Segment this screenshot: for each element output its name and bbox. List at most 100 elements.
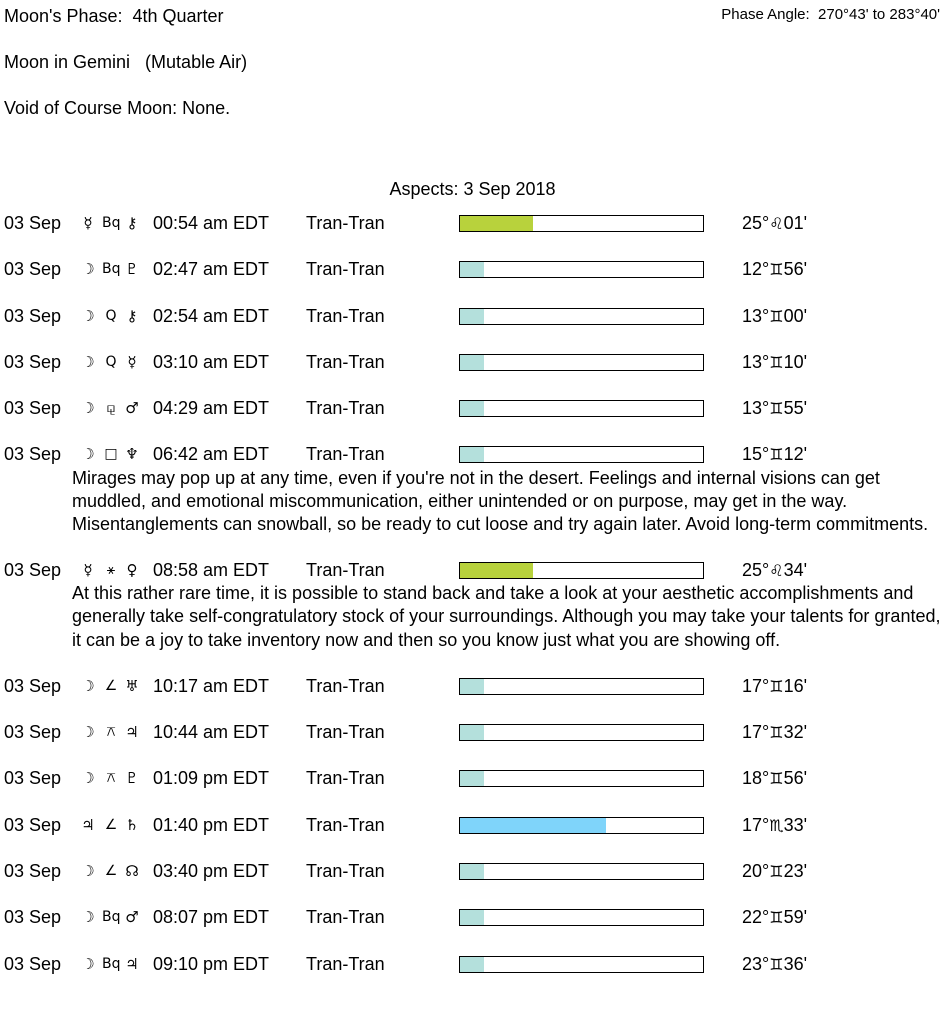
aspect-position: 25°♌01' bbox=[742, 212, 807, 235]
position-minute: 00' bbox=[783, 305, 808, 326]
aspect-type: Tran-Tran bbox=[306, 814, 385, 835]
strength-bar-fill bbox=[460, 678, 485, 694]
position-minute: 36' bbox=[783, 953, 808, 974]
position-minute: 32' bbox=[783, 722, 808, 743]
aspect-date: 03 Sep bbox=[4, 398, 62, 419]
aspect-position: 22°♊59' bbox=[742, 906, 807, 929]
aspect-row: 03 Sep ☽ ⚻ ♃ 10:44 am EDT Tran-Tran 17°♊32' bbox=[0, 721, 950, 744]
aspect-row: 03 Sep ☽ Q ☿ 03:10 am EDT Tran-Tran 13°♊10' bbox=[0, 351, 950, 374]
strength-bar bbox=[459, 677, 704, 695]
planet-glyph-icon: ☊ bbox=[125, 862, 139, 881]
row-spacer bbox=[0, 883, 950, 906]
strength-bar-fill bbox=[460, 725, 485, 741]
planet-glyph-icon: ☽ bbox=[81, 908, 95, 927]
position-minute: 01' bbox=[783, 213, 808, 233]
aspect-position: 12°♊56' bbox=[742, 258, 807, 281]
aspect-date: 03 Sep bbox=[4, 907, 62, 928]
phase-angle: Phase Angle: 270°43' to 283°40' bbox=[721, 6, 940, 23]
zodiac-sign-icon: ♊ bbox=[769, 445, 784, 465]
position-minute: 23' bbox=[783, 861, 808, 882]
aspect-time: 02:47 am EDT bbox=[153, 259, 270, 280]
aspect-date: 03 Sep bbox=[4, 675, 62, 696]
zodiac-sign-icon: ♊ bbox=[769, 260, 784, 280]
aspect-time: 03:40 pm EDT bbox=[153, 861, 270, 882]
aspect-time: 08:07 pm EDT bbox=[153, 907, 270, 928]
aspect-date: 03 Sep bbox=[4, 861, 62, 882]
planet-glyph-icon: ☽ bbox=[81, 723, 95, 742]
position-minute: 10' bbox=[783, 351, 808, 372]
position-minute: 16' bbox=[783, 675, 808, 696]
aspect-date: 03 Sep bbox=[4, 814, 62, 835]
planet-glyph-icon: ♀ bbox=[126, 561, 138, 580]
aspect-position: 23°♊36' bbox=[742, 953, 807, 976]
aspect-time: 03:10 am EDT bbox=[153, 351, 270, 372]
row-spacer bbox=[0, 235, 950, 258]
strength-bar bbox=[459, 400, 704, 418]
planet-glyph-icon: ☽ bbox=[81, 769, 95, 788]
aspect-date: 03 Sep bbox=[4, 444, 62, 465]
strength-bar bbox=[459, 863, 704, 881]
zodiac-sign-icon: ♊ bbox=[769, 676, 784, 696]
planet-glyph-icon: ♄ bbox=[125, 815, 139, 834]
position-minute: 33' bbox=[783, 814, 808, 835]
aspect-row: 03 Sep ☿ Bq ⚷ 00:54 am EDT Tran-Tran 25°♌01' bbox=[0, 212, 950, 235]
row-spacer bbox=[0, 929, 950, 952]
planet-glyph-icon: ♃ bbox=[125, 723, 139, 742]
aspect-time: 01:09 pm EDT bbox=[153, 768, 270, 789]
aspect-date: 03 Sep bbox=[4, 768, 62, 789]
aspect-glyph-icon: Bq bbox=[102, 261, 121, 278]
strength-bar bbox=[459, 770, 704, 788]
planet-glyph-icon: ☿ bbox=[127, 352, 137, 371]
aspect-position: 13°♊55' bbox=[742, 397, 807, 420]
aspect-date: 03 Sep bbox=[4, 213, 62, 233]
strength-bar-fill bbox=[460, 216, 533, 231]
aspect-time: 01:40 pm EDT bbox=[153, 814, 270, 835]
planet-glyph-icon: ☽ bbox=[81, 954, 95, 973]
aspect-row: 03 Sep ☽ □ ♆ 06:42 am EDT Tran-Tran 15°♊12' bbox=[0, 443, 950, 466]
aspect-position: 25°♌34' bbox=[742, 559, 807, 582]
zodiac-sign-icon: ♊ bbox=[769, 306, 784, 326]
planet-glyph-icon: ♂ bbox=[125, 399, 139, 418]
row-spacer bbox=[0, 374, 950, 397]
aspect-glyph-icon: Bq bbox=[102, 955, 121, 972]
aspect-glyph-icon: ∠ bbox=[104, 863, 118, 880]
planet-glyph-icon: ☿ bbox=[83, 561, 93, 580]
aspect-list: 03 Sep ☿ Bq ⚷ 00:54 am EDT Tran-Tran 25°♌01' 03… bbox=[0, 212, 950, 999]
aspect-time: 09:10 pm EDT bbox=[153, 953, 270, 974]
aspect-position: 13°♊00' bbox=[742, 305, 807, 328]
aspect-type: Tran-Tran bbox=[306, 768, 385, 789]
zodiac-sign-icon: ♊ bbox=[769, 954, 784, 974]
planet-glyph-icon: ♂ bbox=[125, 908, 139, 927]
aspect-type: Tran-Tran bbox=[306, 953, 385, 974]
strength-bar bbox=[459, 215, 704, 232]
strength-bar-fill bbox=[460, 864, 485, 880]
position-degree: 12° bbox=[742, 259, 770, 280]
position-degree: 13° bbox=[742, 305, 770, 326]
position-degree: 17° bbox=[742, 814, 770, 835]
planet-glyph-icon: ⚷ bbox=[126, 214, 138, 232]
aspect-row: 03 Sep ♃ ∠ ♄ 01:40 pm EDT Tran-Tran 17°♏33' bbox=[0, 814, 950, 837]
aspect-row: 03 Sep ☽ ⚻ ♇ 01:09 pm EDT Tran-Tran 18°♊56' bbox=[0, 767, 950, 790]
strength-bar-fill bbox=[460, 563, 533, 579]
row-spacer bbox=[0, 328, 950, 351]
moon-sign: Moon in Gemini (Mutable Air) bbox=[4, 52, 248, 72]
aspect-description: Mirages may pop up at any time, even if … bbox=[72, 467, 929, 534]
planet-glyph-icon: ♆ bbox=[125, 445, 139, 464]
planet-glyph-icon: ☽ bbox=[81, 260, 95, 279]
aspect-row: 03 Sep ☽ Bq ♂ 08:07 pm EDT Tran-Tran 22°♊59' bbox=[0, 906, 950, 929]
aspect-glyph-icon: ∠ bbox=[104, 677, 118, 694]
strength-bar bbox=[459, 724, 704, 742]
strength-bar-fill bbox=[460, 262, 485, 278]
aspect-row: 03 Sep ☽ ∠ ☊ 03:40 pm EDT Tran-Tran 20°♊23' bbox=[0, 860, 950, 883]
aspect-type: Tran-Tran bbox=[306, 722, 385, 743]
aspect-row: 03 Sep ☿ ⚹ ♀ 08:58 am EDT Tran-Tran 25°♌34' bbox=[0, 559, 950, 582]
planet-glyph-icon: ☽ bbox=[81, 862, 95, 881]
strength-bar-fill bbox=[460, 354, 485, 370]
aspect-type: Tran-Tran bbox=[306, 444, 385, 465]
aspect-position: 20°♊23' bbox=[742, 860, 807, 883]
strength-bar-fill bbox=[460, 910, 485, 926]
planet-glyph-icon: ♃ bbox=[125, 954, 139, 973]
zodiac-sign-icon: ♊ bbox=[769, 862, 784, 882]
aspect-date: 03 Sep bbox=[4, 560, 62, 581]
strength-bar bbox=[459, 261, 704, 279]
